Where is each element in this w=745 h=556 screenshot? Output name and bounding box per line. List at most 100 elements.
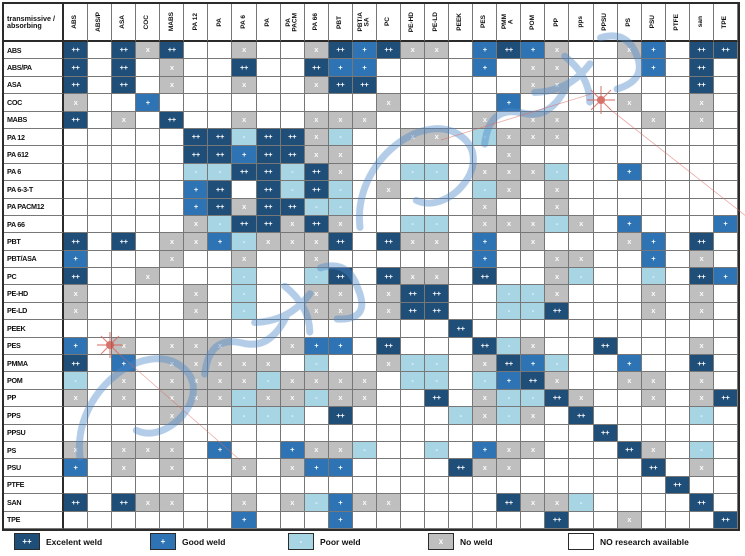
matrix-cell xyxy=(112,268,137,286)
column-header-label: TPE xyxy=(721,15,729,29)
matrix-cell xyxy=(376,250,401,269)
matrix-cell: x xyxy=(376,94,401,112)
matrix-cell xyxy=(449,111,474,129)
matrix-cell xyxy=(449,424,474,443)
column-header-ppsu: PPSU xyxy=(593,4,618,42)
matrix-cell xyxy=(304,407,329,425)
matrix-cell: ++ xyxy=(689,233,714,251)
matrix-cell xyxy=(449,285,474,303)
matrix-cell: ++ xyxy=(256,181,281,199)
legend-label: Good weld xyxy=(182,536,226,547)
matrix-cell xyxy=(376,320,401,338)
column-header-label: PES xyxy=(480,15,488,29)
column-header-san: san xyxy=(689,4,714,42)
matrix-cell xyxy=(184,459,209,477)
matrix-cell xyxy=(184,511,209,529)
matrix-cell xyxy=(569,285,594,303)
matrix-cell: ++ xyxy=(713,389,738,408)
matrix-cell: x xyxy=(184,285,209,303)
matrix-cell: - xyxy=(256,372,281,390)
matrix-cell xyxy=(88,76,113,95)
matrix-cell: x xyxy=(545,181,570,199)
matrix-cell: + xyxy=(232,511,257,529)
matrix-cell xyxy=(400,337,426,356)
matrix-cell: + xyxy=(713,268,738,286)
matrix-cell xyxy=(713,76,738,95)
matrix-cell: - xyxy=(304,198,329,216)
matrix-cell xyxy=(425,181,450,199)
matrix-cell xyxy=(713,320,738,338)
matrix-cell xyxy=(593,268,618,286)
matrix-cell: x xyxy=(521,337,546,356)
matrix-cell: x xyxy=(569,215,594,234)
matrix-cell xyxy=(256,424,281,443)
matrix-cell: x xyxy=(425,42,450,60)
matrix-cell xyxy=(280,355,305,373)
matrix-cell xyxy=(160,198,185,216)
matrix-cell: x xyxy=(160,372,185,390)
column-header-label: MABS xyxy=(167,12,175,32)
matrix-cell xyxy=(713,459,738,477)
matrix-cell xyxy=(641,94,666,112)
matrix-cell xyxy=(136,250,161,269)
matrix-cell: ++ xyxy=(64,494,89,512)
matrix-cell xyxy=(160,215,185,234)
matrix-cell xyxy=(665,215,690,234)
matrix-cell xyxy=(449,337,474,356)
column-header-pbt: PBT xyxy=(328,4,353,42)
matrix-cell: ++ xyxy=(64,268,89,286)
matrix-cell: ++ xyxy=(545,511,570,529)
column-header-pp: PP xyxy=(545,4,570,42)
matrix-cell xyxy=(232,181,257,199)
matrix-cell xyxy=(280,285,305,303)
matrix-cell: x xyxy=(473,355,498,373)
matrix-cell: x xyxy=(689,372,714,390)
matrix-cell: - xyxy=(425,442,450,460)
matrix-cell xyxy=(208,459,233,477)
matrix-cell xyxy=(160,285,185,303)
matrix-cell xyxy=(569,511,594,529)
matrix-cell xyxy=(376,476,401,495)
compatibility-matrix-table: transmissive / absorbing ABS ABS/P ASA COC MA… xyxy=(2,2,740,531)
matrix-cell xyxy=(593,181,618,199)
matrix-cell xyxy=(376,511,401,529)
matrix-cell: - xyxy=(232,233,257,251)
matrix-cell: x xyxy=(689,302,714,321)
matrix-cell: ++ xyxy=(689,494,714,512)
matrix-cell xyxy=(136,285,161,303)
matrix-cell xyxy=(641,337,666,356)
matrix-cell xyxy=(449,76,474,95)
matrix-cell xyxy=(593,76,618,95)
matrix-cell xyxy=(304,424,329,443)
matrix-cell xyxy=(112,181,137,199)
matrix-cell: ++ xyxy=(184,128,209,147)
column-header-pes: PES xyxy=(473,4,498,42)
column-header-tpe: TPE xyxy=(713,4,738,42)
matrix-cell: x xyxy=(641,372,666,390)
column-header-label: PA xyxy=(263,17,271,27)
matrix-cell: + xyxy=(328,337,353,356)
matrix-cell: + xyxy=(617,163,642,182)
matrix-cell xyxy=(376,198,401,216)
matrix-cell xyxy=(400,442,426,460)
matrix-cell xyxy=(593,215,618,234)
matrix-cell: + xyxy=(617,215,642,234)
matrix-cell xyxy=(569,42,594,60)
legend-label: Excelent weld xyxy=(46,536,103,547)
matrix-cell xyxy=(425,511,450,529)
matrix-cell xyxy=(593,302,618,321)
matrix-cell xyxy=(64,476,89,495)
matrix-cell xyxy=(689,146,714,164)
matrix-cell: x xyxy=(521,128,546,147)
matrix-cell: ++ xyxy=(280,198,305,216)
matrix-cell xyxy=(88,459,113,477)
matrix-cell xyxy=(376,215,401,234)
matrix-cell xyxy=(184,320,209,338)
matrix-cell xyxy=(208,511,233,529)
matrix-cell: ++ xyxy=(689,59,714,77)
column-header-pa-pacm: PA PACM xyxy=(280,4,305,42)
matrix-cell xyxy=(256,511,281,529)
column-header-label: PBT/A SA xyxy=(356,12,371,32)
matrix-cell: + xyxy=(713,215,738,234)
matrix-cell xyxy=(593,511,618,529)
